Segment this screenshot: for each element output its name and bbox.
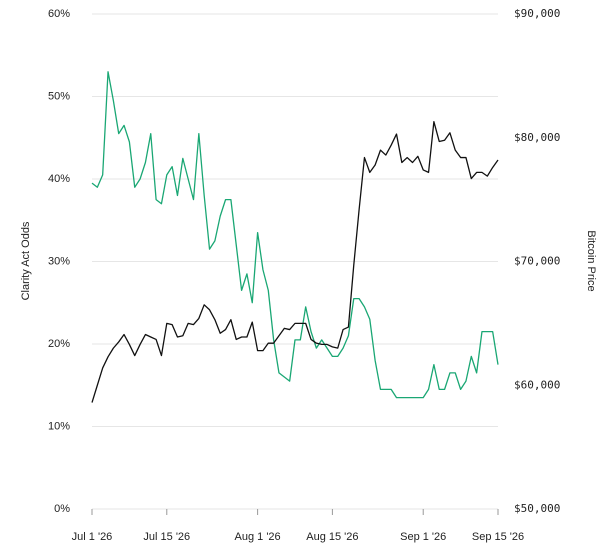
x-tick-label: Jul 1 '26 bbox=[72, 531, 113, 543]
y-tick-label: 40% bbox=[48, 173, 70, 185]
y2-tick-label: $70,000 bbox=[514, 255, 560, 268]
y-tick-label: 0% bbox=[54, 503, 70, 515]
y2-tick-label: $90,000 bbox=[514, 7, 560, 20]
y2-tick-label: $60,000 bbox=[514, 378, 560, 391]
y2-tick-label: $80,000 bbox=[514, 131, 560, 144]
y-tick-label: 10% bbox=[48, 420, 70, 432]
y2-tick-label: $50,000 bbox=[514, 502, 560, 515]
x-tick-label: Aug 1 '26 bbox=[235, 531, 281, 543]
y-axis-label: Clarity Act Odds bbox=[20, 221, 32, 300]
series-line bbox=[91, 71, 499, 399]
y-tick-label: 60% bbox=[48, 8, 70, 20]
x-tick-label: Aug 15 '26 bbox=[306, 531, 358, 543]
y-tick-label: 30% bbox=[48, 255, 70, 267]
x-tick-label: Sep 1 '26 bbox=[400, 531, 446, 543]
x-tick-label: Jul 15 '26 bbox=[143, 531, 190, 543]
y-tick-label: 50% bbox=[48, 90, 70, 102]
y-tick-label: 20% bbox=[48, 338, 70, 350]
y2-axis-label: Bitcoin Price bbox=[585, 230, 597, 291]
x-tick-label: Sep 15 '26 bbox=[472, 531, 524, 543]
series-line bbox=[91, 121, 499, 403]
